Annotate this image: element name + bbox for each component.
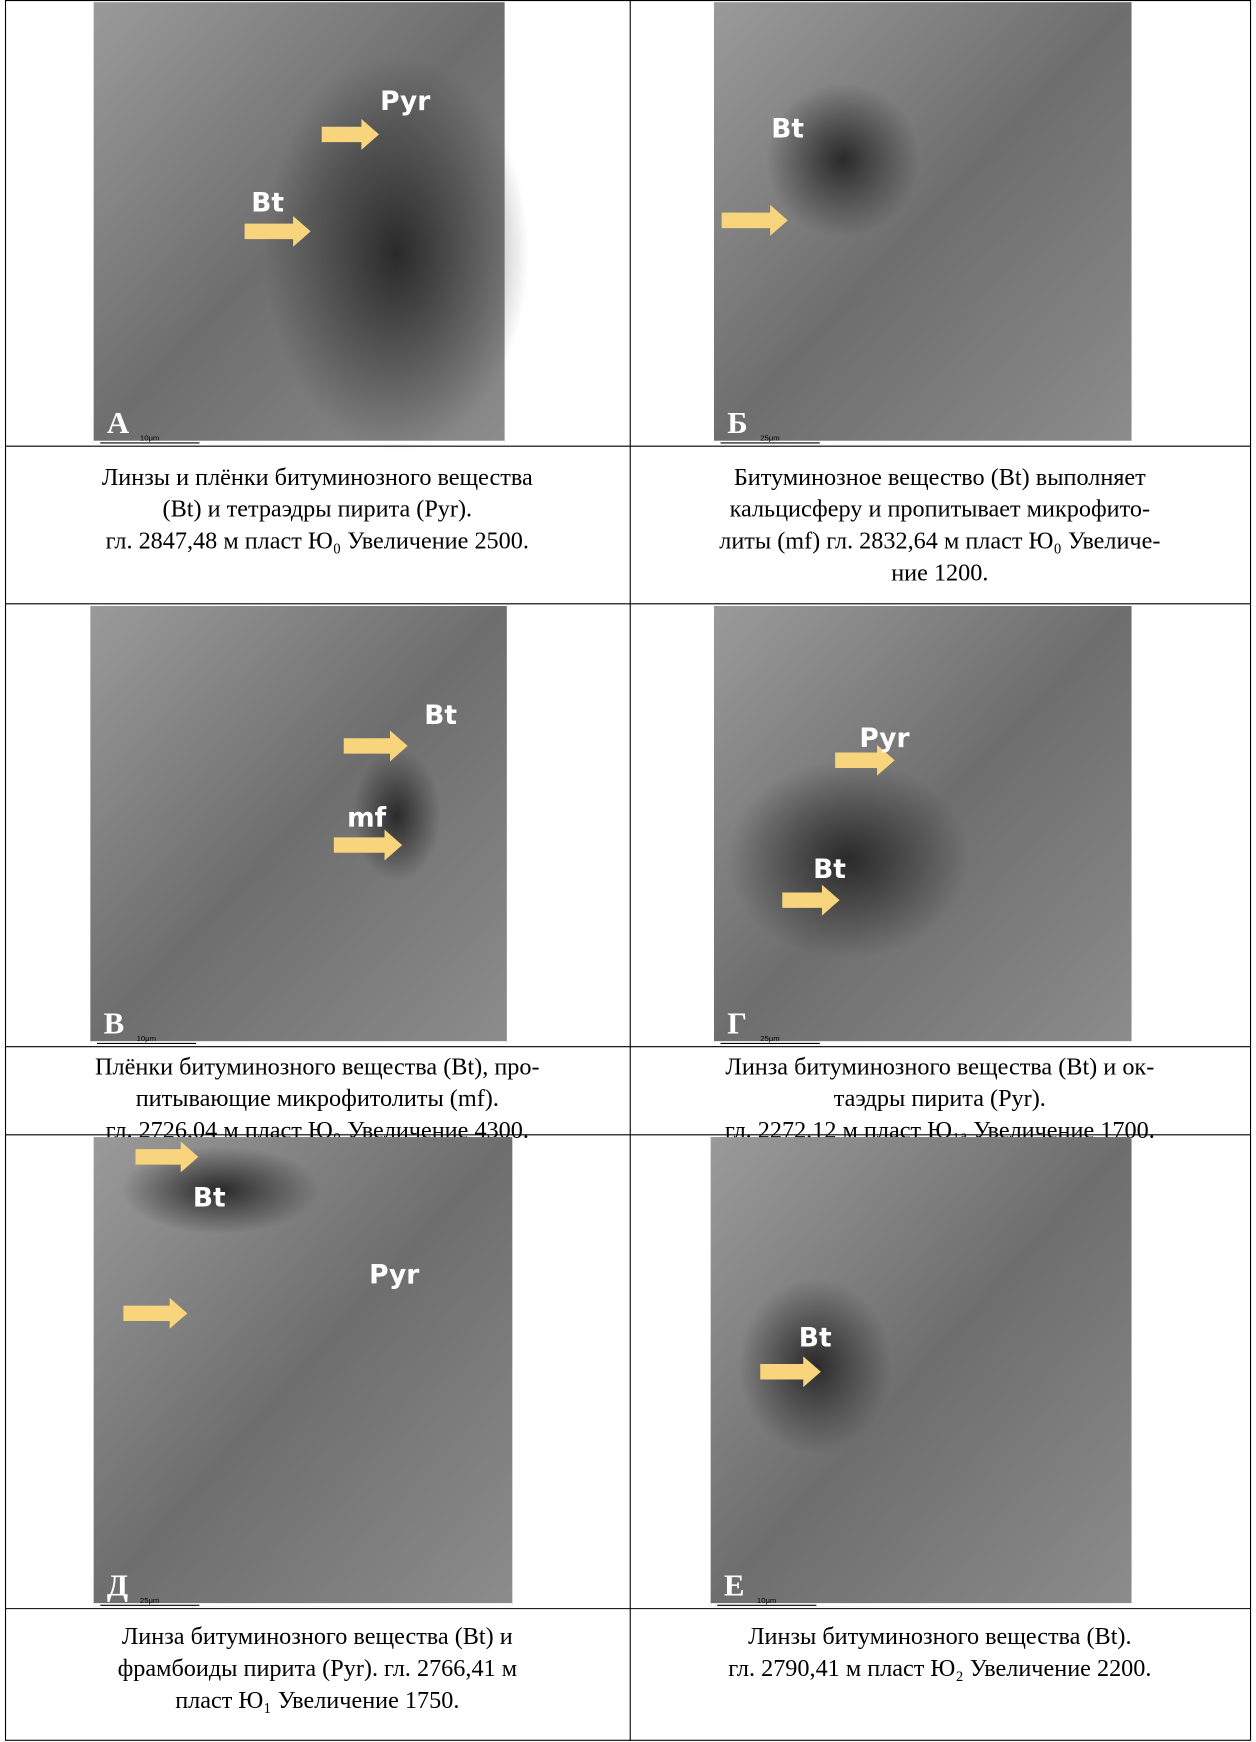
panel-letter: Е bbox=[724, 1568, 745, 1602]
caption-line: гл. 2790,41 м пласт Ю₂ Увеличение 2200. bbox=[728, 1655, 1151, 1682]
panel-letter: А bbox=[107, 406, 130, 440]
panel-letter: Б bbox=[727, 406, 747, 440]
caption-line: Плёнки битуминозного вещества (Bt), про- bbox=[95, 1053, 540, 1080]
panel: Bt mf В 10μm Плёнки битуминозного вещества (… bbox=[90, 606, 539, 1144]
scale-label: 10μm bbox=[137, 1034, 156, 1043]
annotation-label: Bt bbox=[771, 114, 804, 145]
scale-label: 25μm bbox=[140, 1596, 159, 1605]
caption-line: Линза битуминозного вещества (Bt) и bbox=[122, 1623, 513, 1650]
panel-letter: В bbox=[104, 1006, 125, 1040]
dark-region bbox=[766, 83, 920, 237]
panel-letter: Д bbox=[107, 1568, 128, 1602]
annotation-label: mf bbox=[347, 802, 387, 833]
annotation-label: Bt bbox=[799, 1322, 832, 1353]
panel-letter: Г bbox=[727, 1006, 747, 1040]
annotation-label: Pyr bbox=[369, 1260, 419, 1291]
panel: Bt Pyr Д 25μm Линза битуминозного вещества (… bbox=[94, 1137, 517, 1714]
scale-label: 25μm bbox=[760, 1034, 779, 1043]
figure-table: Pyr Bt А 10μm Линзы и плёнки битуминозного в… bbox=[0, 0, 1256, 1742]
annotation-label: Bt bbox=[193, 1182, 226, 1213]
dark-region bbox=[727, 760, 969, 958]
caption-line: кальцисферу и пропитывает микрофито- bbox=[730, 496, 1150, 523]
page: Pyr Bt А 10μm Линзы и плёнки битуминозного в… bbox=[0, 0, 1256, 1742]
caption-line: таэдры пирита (Pyr). bbox=[834, 1085, 1046, 1112]
scale-label: 25μm bbox=[760, 434, 779, 443]
scale-label: 10μm bbox=[757, 1596, 776, 1605]
annotation-label: Bt bbox=[813, 854, 846, 885]
caption-line: пласт Ю₁ Увеличение 1750. bbox=[175, 1687, 459, 1714]
panel: Bt Е 10μm Линзы битуминозного вещества (Bt)… bbox=[711, 1137, 1152, 1682]
scale-label: 10μm bbox=[140, 434, 159, 443]
table-body: Pyr Bt А 10μm Линзы и плёнки битуминозного в… bbox=[6, 0, 1251, 1741]
annotation-label: Bt bbox=[424, 700, 457, 731]
panel: Pyr Bt Г 25μm Линза битуминозного вещества (… bbox=[714, 606, 1155, 1144]
annotation-label: Pyr bbox=[380, 86, 430, 117]
caption-line: фрамбоиды пирита (Pyr). гл. 2766,41 м bbox=[118, 1655, 517, 1682]
caption-line: питывающие микрофитолиты (mf). bbox=[136, 1085, 499, 1112]
caption-line: гл. 2847,48 м пласт Ю₀ Увеличение 2500. bbox=[106, 528, 529, 555]
caption-line: литы (mf) гл. 2832,64 м пласт Ю₀ Увеличе… bbox=[719, 528, 1160, 555]
sem-image bbox=[90, 606, 506, 1045]
caption-line: Линзы и плёнки битуминозного вещества bbox=[102, 464, 533, 491]
panel: Bt Б 25μm Битуминозное вещество (Bt) выполн… bbox=[714, 2, 1160, 586]
annotation-label: Pyr bbox=[859, 723, 909, 754]
annotation-label: Bt bbox=[251, 188, 284, 219]
caption-line: Битуминозное вещество (Bt) выполняет bbox=[734, 464, 1146, 491]
caption-line: ние 1200. bbox=[891, 560, 988, 587]
panel: Pyr Bt А 10μm Линзы и плёнки битуминозного в… bbox=[94, 2, 533, 554]
caption-line: (Bt) и тетраэдры пирита (Pyr). bbox=[163, 496, 473, 523]
caption-line: Линзы битуминозного вещества (Bt). bbox=[748, 1623, 1131, 1650]
caption-line: Линза битуминозного вещества (Bt) и ок- bbox=[725, 1053, 1154, 1080]
